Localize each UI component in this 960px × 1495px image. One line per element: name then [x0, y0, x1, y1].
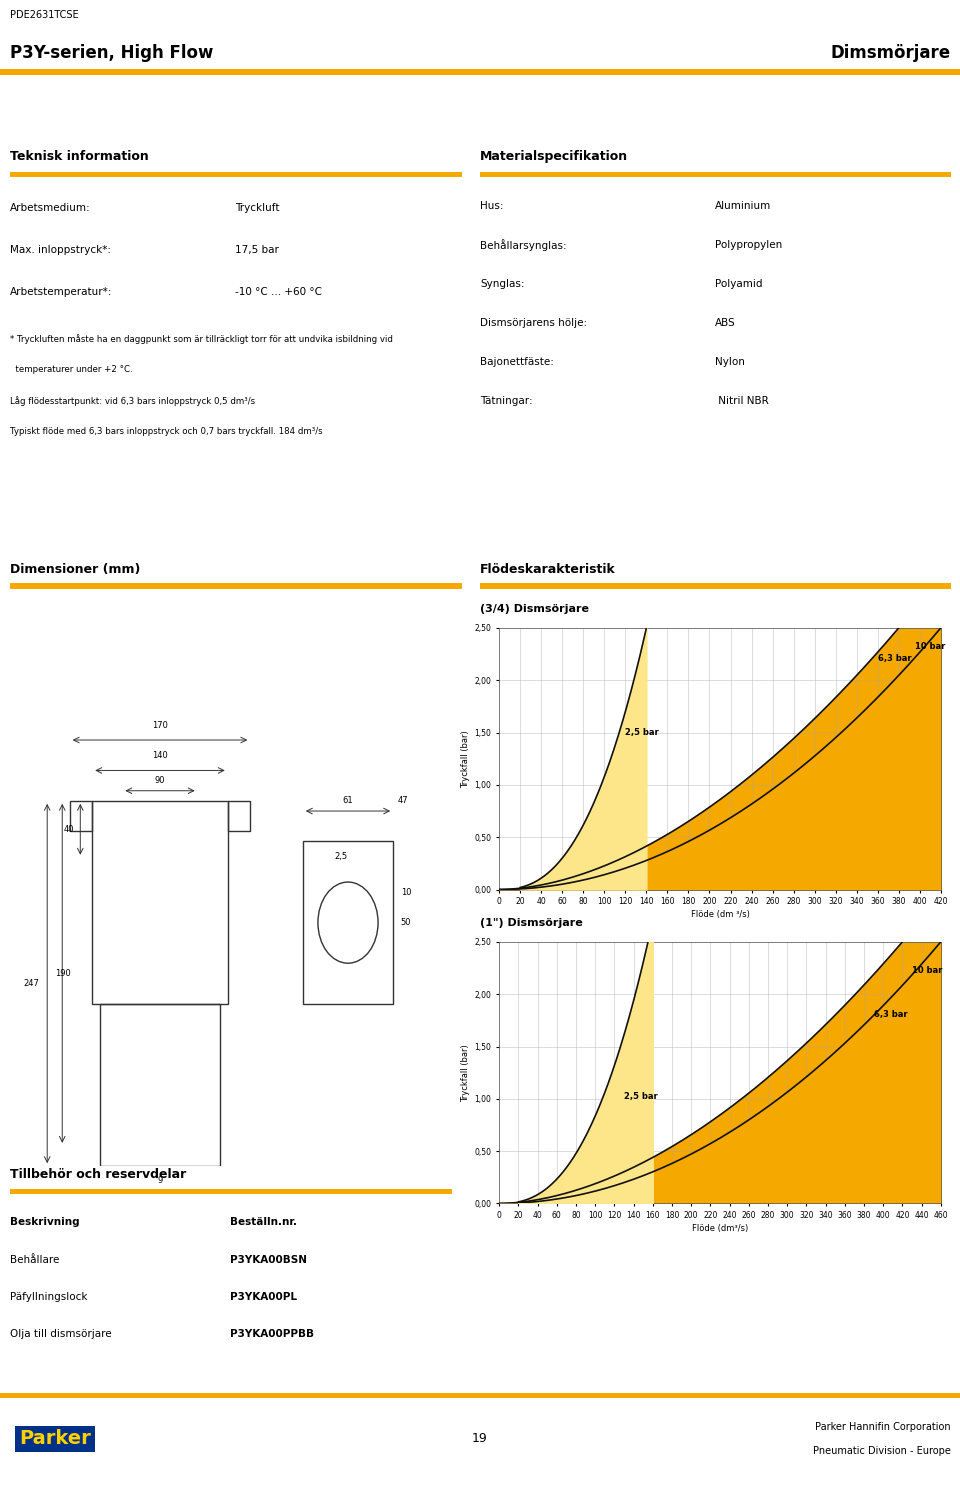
Text: Dimensioner (mm): Dimensioner (mm) [10, 562, 140, 576]
X-axis label: Flöde (dm³/s): Flöde (dm³/s) [692, 1224, 748, 1233]
Text: 140: 140 [152, 752, 168, 761]
Text: Bajonettfäste:: Bajonettfäste: [480, 357, 554, 366]
Y-axis label: Tryckfall (bar): Tryckfall (bar) [462, 1044, 470, 1102]
Text: PDE2631TCSE: PDE2631TCSE [10, 10, 78, 19]
Text: 247: 247 [24, 979, 39, 988]
Text: Arbetsmedium:: Arbetsmedium: [10, 203, 90, 212]
Text: Max. inloppstryck*:: Max. inloppstryck*: [10, 245, 110, 254]
Text: Polyamid: Polyamid [715, 280, 762, 289]
Text: 6,3 bar: 6,3 bar [874, 1011, 907, 1020]
Text: 6,3 bar: 6,3 bar [877, 655, 911, 664]
Text: Låg flödesstartpunkt: vid 6,3 bars inloppstryck 0,5 dm³/s: Låg flödesstartpunkt: vid 6,3 bars inlop… [10, 396, 254, 407]
Text: Olja till dismsörjare: Olja till dismsörjare [10, 1329, 111, 1340]
Text: Tryckluft: Tryckluft [235, 203, 279, 212]
Text: 2,5 bar: 2,5 bar [625, 728, 660, 737]
Text: Päfyllningslock: Päfyllningslock [10, 1292, 87, 1302]
Text: Beskrivning: Beskrivning [10, 1217, 80, 1227]
Text: Dismsörjarens hölje:: Dismsörjarens hölje: [480, 318, 588, 327]
Y-axis label: Tryckfall (bar): Tryckfall (bar) [462, 730, 470, 788]
Text: 90: 90 [155, 776, 165, 785]
Text: Nitril NBR: Nitril NBR [715, 396, 769, 405]
Bar [228, 801, 251, 831]
Text: 17,5 bar: 17,5 bar [235, 245, 279, 254]
Bar [100, 1003, 220, 1166]
Text: 10 bar: 10 bar [912, 966, 943, 975]
Text: 47: 47 [397, 795, 408, 804]
Text: * Tryckluften måste ha en daggpunkt som är tillräckligt torr för att undvika isb: * Tryckluften måste ha en daggpunkt som … [10, 335, 393, 344]
Text: Behållare: Behållare [10, 1254, 59, 1265]
Text: 40: 40 [63, 825, 74, 834]
Text: 50: 50 [400, 918, 411, 927]
Text: (3/4) Dismsörjare: (3/4) Dismsörjare [480, 604, 589, 614]
Text: Parker Hannifin Corporation: Parker Hannifin Corporation [815, 1422, 950, 1432]
Text: 10 bar: 10 bar [915, 641, 945, 650]
Text: Parker: Parker [19, 1429, 91, 1449]
Text: Synglas:: Synglas: [480, 280, 524, 289]
Text: Behållarsynglas:: Behållarsynglas: [480, 239, 566, 251]
X-axis label: Flöde (dm ³/s): Flöde (dm ³/s) [690, 910, 750, 919]
Text: P3YKA00PL: P3YKA00PL [230, 1292, 298, 1302]
Text: 2,5: 2,5 [334, 852, 348, 861]
Text: 170: 170 [152, 721, 168, 730]
Text: Polypropylen: Polypropylen [715, 241, 782, 250]
Text: 190: 190 [56, 969, 71, 978]
Text: Flödeskarakteristik: Flödeskarakteristik [480, 562, 615, 576]
Text: ABS: ABS [715, 318, 736, 327]
Text: Typiskt flöde med 6,3 bars inloppstryck och 0,7 bars tryckfall. 184 dm³/s: Typiskt flöde med 6,3 bars inloppstryck … [10, 428, 323, 437]
Text: Materialspecifikation: Materialspecifikation [480, 150, 628, 163]
Text: Arbetstemperatur*:: Arbetstemperatur*: [10, 287, 112, 296]
Text: Pneumatic Division - Europe: Pneumatic Division - Europe [812, 1446, 950, 1456]
Text: P3Y-serien, High Flow: P3Y-serien, High Flow [10, 43, 213, 61]
Text: -10 °C ... +60 °C: -10 °C ... +60 °C [235, 287, 323, 296]
Text: 2,5 bar: 2,5 bar [624, 1091, 658, 1100]
Bar [92, 801, 228, 1003]
Text: Beställn.nr.: Beställn.nr. [230, 1217, 298, 1227]
Text: Tillbehör och reservdelar: Tillbehör och reservdelar [10, 1168, 186, 1181]
Bar [70, 801, 92, 831]
Text: 9: 9 [157, 1177, 162, 1186]
Text: 10: 10 [400, 888, 411, 897]
Text: (1") Dismsörjare: (1") Dismsörjare [480, 918, 583, 928]
Text: Hus:: Hus: [480, 202, 503, 211]
Text: Tätningar:: Tätningar: [480, 396, 533, 405]
Text: Nylon: Nylon [715, 357, 745, 366]
Text: 61: 61 [343, 795, 353, 804]
Text: Teknisk information: Teknisk information [10, 150, 149, 163]
Text: P3YKA00PPBB: P3YKA00PPBB [230, 1329, 314, 1340]
Bar [303, 842, 394, 1003]
Text: temperaturer under +2 °C.: temperaturer under +2 °C. [10, 365, 132, 374]
Text: P3YKA00BSN: P3YKA00BSN [230, 1254, 307, 1265]
Text: 19: 19 [472, 1432, 488, 1446]
Text: Dimsmörjare: Dimsmörjare [830, 43, 950, 61]
Text: Aluminium: Aluminium [715, 202, 772, 211]
